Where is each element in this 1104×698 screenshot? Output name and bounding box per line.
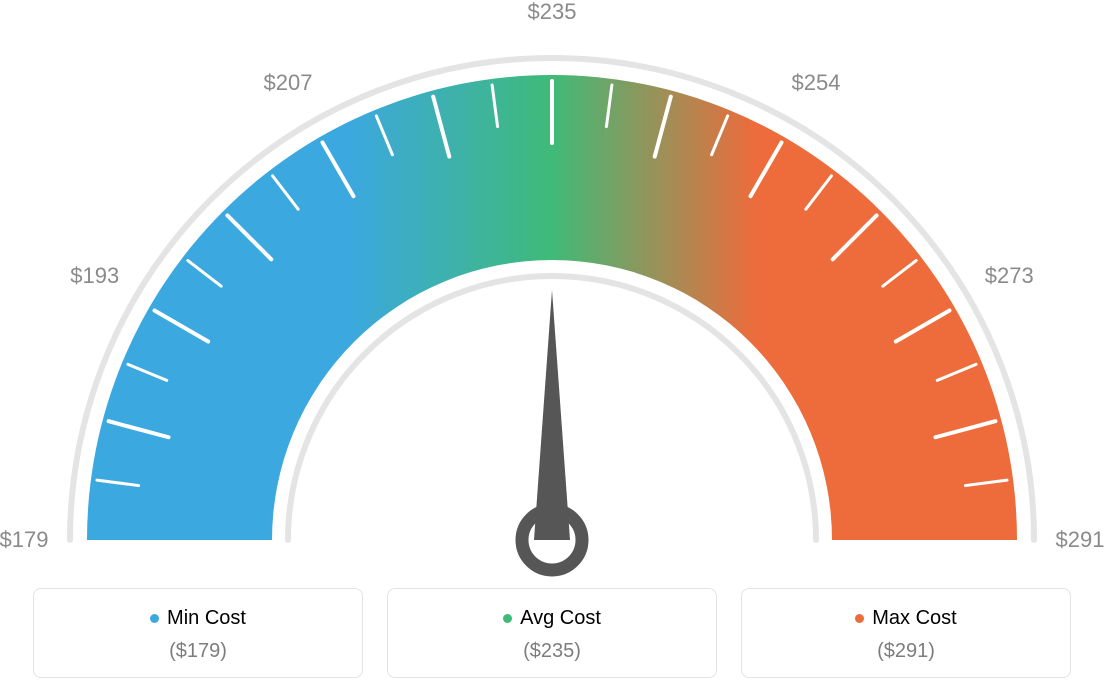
- legend-card-avg: Avg Cost ($235): [387, 588, 717, 678]
- legend-row: Min Cost ($179) Avg Cost ($235) Max Cost…: [20, 588, 1084, 678]
- gauge-svg: [20, 20, 1084, 580]
- gauge-tick-label: $193: [70, 263, 119, 289]
- gauge-tick-label: $235: [528, 0, 577, 25]
- gauge-dial-area: $179$193$207$235$254$273$291: [20, 20, 1084, 580]
- gauge-tick-label: $273: [985, 263, 1034, 289]
- dot-icon: [150, 614, 159, 623]
- legend-label-avg: Avg Cost: [520, 607, 601, 630]
- legend-label-min: Min Cost: [167, 607, 246, 630]
- legend-card-min: Min Cost ($179): [33, 588, 363, 678]
- gauge-tick-label: $254: [792, 70, 841, 96]
- legend-value-max: ($291): [752, 640, 1060, 663]
- gauge-tick-label: $207: [264, 70, 313, 96]
- legend-card-max: Max Cost ($291): [741, 588, 1071, 678]
- legend-value-min: ($179): [44, 640, 352, 663]
- dot-icon: [503, 614, 512, 623]
- gauge-chart: $179$193$207$235$254$273$291 Min Cost ($…: [20, 20, 1084, 678]
- legend-label-max: Max Cost: [872, 607, 956, 630]
- legend-title-max: Max Cost: [855, 607, 956, 630]
- legend-title-min: Min Cost: [150, 607, 246, 630]
- legend-title-avg: Avg Cost: [503, 607, 601, 630]
- gauge-tick-label: $291: [1056, 527, 1104, 553]
- dot-icon: [855, 614, 864, 623]
- gauge-tick-label: $179: [0, 527, 48, 553]
- legend-value-avg: ($235): [398, 640, 706, 663]
